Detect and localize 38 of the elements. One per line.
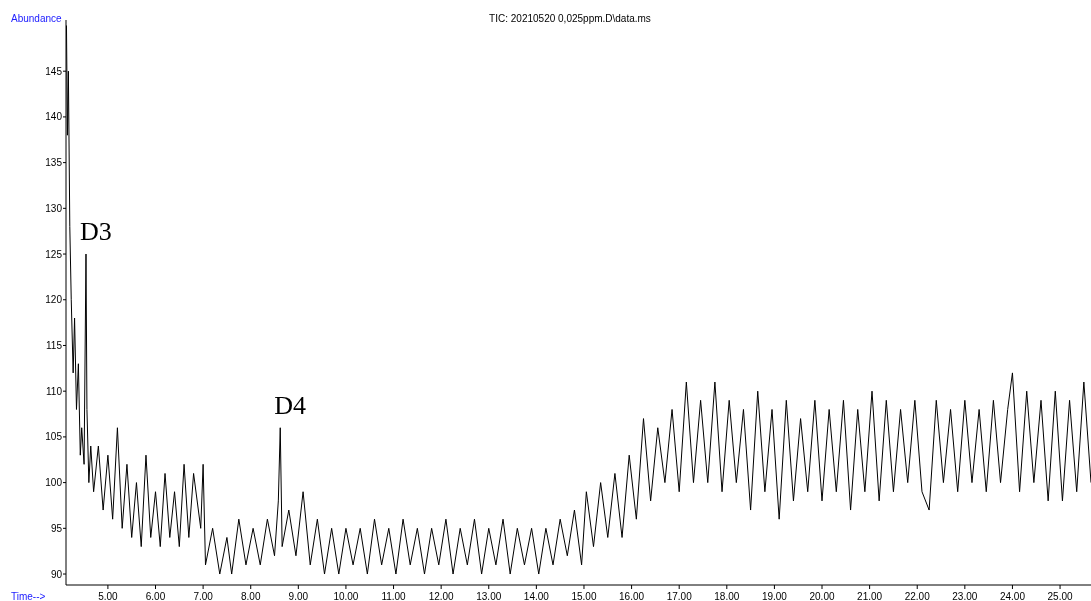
- x-tick-label: 10.00: [333, 591, 359, 601]
- x-tick-label: 9.00: [288, 591, 309, 601]
- x-tick-label: 25.00: [1047, 591, 1073, 601]
- x-tick-label: 12.00: [428, 591, 455, 601]
- x-tick-label: 6.00: [145, 591, 166, 601]
- y-tick-label: 95: [50, 522, 63, 534]
- x-tick-label: 17.00: [666, 591, 693, 601]
- y-tick-label: 105: [45, 431, 63, 443]
- y-tick-label: 140: [45, 111, 63, 123]
- y-tick-label: 100: [45, 477, 63, 489]
- x-tick-label: 14.00: [523, 591, 550, 601]
- chart-title: TIC: 20210520 0,025ppm.D\data.ms: [489, 13, 651, 24]
- x-tick-label: 8.00: [240, 591, 261, 601]
- x-tick-label: 19.00: [761, 591, 788, 601]
- x-tick-label: 15.00: [571, 591, 597, 601]
- y-axis-title: Abundance: [11, 13, 63, 24]
- x-tick-label: 23.00: [952, 591, 978, 601]
- x-tick-label: 20.00: [809, 591, 835, 601]
- x-tick-label: 24.00: [999, 591, 1026, 601]
- y-tick-label: 135: [45, 157, 63, 169]
- y-tick-label: 130: [45, 202, 63, 214]
- x-tick-label: 5.00: [98, 591, 119, 601]
- y-tick-label: 120: [45, 294, 63, 306]
- x-axis-title: Time-->: [11, 591, 46, 601]
- y-tick-label: 90: [50, 568, 63, 580]
- y-tick-label: 125: [45, 248, 63, 260]
- x-tick-label: 16.00: [619, 591, 645, 601]
- x-tick-label: 22.00: [904, 591, 931, 601]
- annotation: D3: [80, 217, 112, 247]
- x-tick-label: 13.00: [476, 591, 502, 601]
- x-tick-label: 18.00: [714, 591, 740, 601]
- y-tick-label: 145: [45, 65, 63, 77]
- y-tick-label: 115: [46, 339, 63, 351]
- y-tick-label: 110: [46, 385, 63, 397]
- x-tick-label: 7.00: [193, 591, 214, 601]
- x-tick-label: 11.00: [381, 591, 407, 601]
- annotation: D4: [274, 390, 307, 420]
- x-tick-label: 21.00: [857, 591, 883, 601]
